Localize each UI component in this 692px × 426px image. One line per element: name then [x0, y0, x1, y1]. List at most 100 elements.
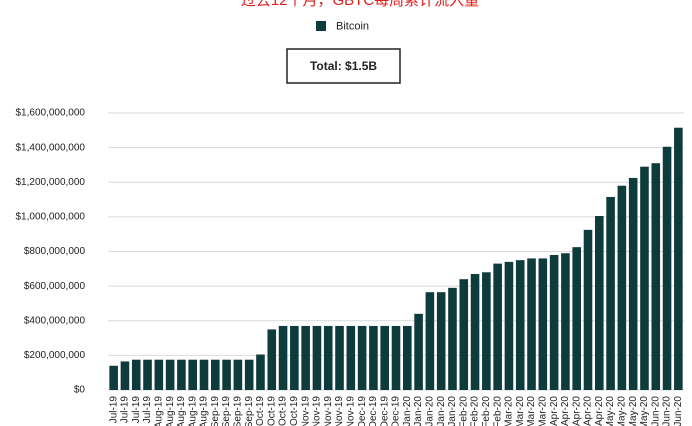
x-tick-label: Jul-19 [131, 396, 142, 424]
bar [640, 166, 649, 390]
bar [278, 325, 288, 390]
y-tick-label: $200,000,000 [24, 350, 86, 361]
x-tick-label: Apr-20 [571, 396, 582, 426]
x-tick-label: Jun-20 [650, 396, 661, 426]
bar [357, 325, 367, 390]
x-tick-label: Nov-19 [345, 396, 356, 426]
bar [572, 247, 581, 390]
x-tick-label: May-20 [628, 396, 639, 426]
x-tick-label: Mar-20 [526, 396, 537, 426]
bar [436, 292, 446, 390]
bar [651, 163, 661, 390]
bar [583, 229, 593, 390]
total-box [286, 48, 401, 84]
bar [256, 354, 265, 390]
x-tick-label: Apr-20 [560, 396, 571, 426]
x-tick-label: Aug-19 [165, 396, 176, 426]
x-tick-label: Dec-19 [368, 396, 379, 426]
x-tick-label: May-20 [605, 396, 616, 426]
x-tick-label: May-20 [639, 396, 650, 426]
y-tick-label: $1,600,000,000 [15, 108, 85, 119]
x-tick-label: Jan-20 [425, 396, 436, 426]
x-tick-label: Jun-20 [673, 396, 684, 426]
x-tick-label: Jul-19 [120, 396, 131, 424]
x-tick-label: Apr-20 [583, 396, 594, 426]
bar [335, 325, 344, 390]
bar [493, 263, 502, 390]
bar [301, 325, 310, 390]
bar [448, 287, 457, 390]
bar [628, 177, 638, 390]
bar [662, 146, 672, 390]
legend-swatch [316, 21, 326, 31]
bar [211, 359, 220, 390]
x-tick-label: Nov-19 [312, 396, 323, 426]
bar [154, 359, 164, 390]
bar [515, 260, 525, 390]
y-tick-label: $1,400,000,000 [15, 142, 85, 153]
x-tick-label: Apr-20 [594, 396, 605, 426]
x-tick-label: Nov-19 [300, 396, 311, 426]
x-tick-label: Aug-19 [199, 396, 210, 426]
x-tick-label: May-20 [617, 396, 628, 426]
bar [143, 359, 152, 390]
x-tick-label: Feb-20 [481, 396, 492, 426]
x-tick-label: Oct-19 [289, 396, 300, 426]
y-tick-label: $0 [74, 385, 86, 396]
bar [233, 359, 243, 390]
x-tick-label: Oct-19 [266, 396, 277, 426]
bar [346, 325, 356, 390]
x-tick-label: Jan-20 [413, 396, 424, 426]
x-tick-label: Sep-19 [210, 396, 221, 426]
x-tick-label: Apr-20 [549, 396, 560, 426]
x-tick-label: Dec-19 [357, 396, 368, 426]
bar [177, 359, 186, 390]
bar [391, 325, 401, 390]
bar [222, 359, 231, 390]
x-tick-label: Jan-20 [402, 396, 413, 426]
bar [527, 258, 536, 390]
x-tick-label: Jan-20 [447, 396, 458, 426]
bar [380, 325, 389, 390]
y-tick-label: $1,200,000,000 [15, 177, 85, 188]
bar [369, 325, 378, 390]
x-tick-label: Dec-19 [379, 396, 390, 426]
bar [561, 253, 570, 390]
x-tick-label: Jan-20 [436, 396, 447, 426]
x-tick-label: Mar-20 [504, 396, 515, 426]
bar [504, 261, 514, 390]
x-tick-label: Feb-20 [492, 396, 503, 426]
bar [617, 185, 627, 390]
bar [403, 325, 412, 390]
bar [312, 325, 322, 390]
bar [549, 254, 559, 390]
bar [290, 325, 299, 390]
x-tick-label: Feb-20 [470, 396, 481, 426]
bar [606, 196, 615, 390]
bar [244, 359, 254, 390]
x-tick-label: Jul-19 [142, 396, 153, 424]
x-tick-label: Dec-19 [391, 396, 402, 426]
y-tick-label: $400,000,000 [24, 315, 86, 326]
x-tick-label: Aug-19 [176, 396, 187, 426]
bar [470, 274, 480, 390]
x-tick-label: Nov-19 [334, 396, 345, 426]
bar [109, 365, 118, 390]
bar [459, 279, 469, 390]
y-tick-label: $1,000,000,000 [15, 212, 85, 223]
x-tick-label: Sep-19 [244, 396, 255, 426]
bar [165, 359, 175, 390]
chart-title: 过去12个月，GBTC每周累计流入量 [241, 0, 479, 9]
x-tick-label: Oct-19 [255, 396, 266, 426]
x-tick-label: Jul-19 [108, 396, 119, 424]
y-tick-label: $600,000,000 [24, 281, 86, 292]
x-tick-label: Mar-20 [515, 396, 526, 426]
bar [188, 359, 197, 390]
bar [131, 359, 141, 390]
x-tick-label: Oct-19 [278, 396, 289, 426]
x-tick-label: Mar-20 [537, 396, 548, 426]
y-tick-label: $800,000,000 [24, 246, 86, 257]
x-tick-label: Aug-19 [187, 396, 198, 426]
bar [414, 313, 423, 390]
x-tick-label: Sep-19 [221, 396, 232, 426]
